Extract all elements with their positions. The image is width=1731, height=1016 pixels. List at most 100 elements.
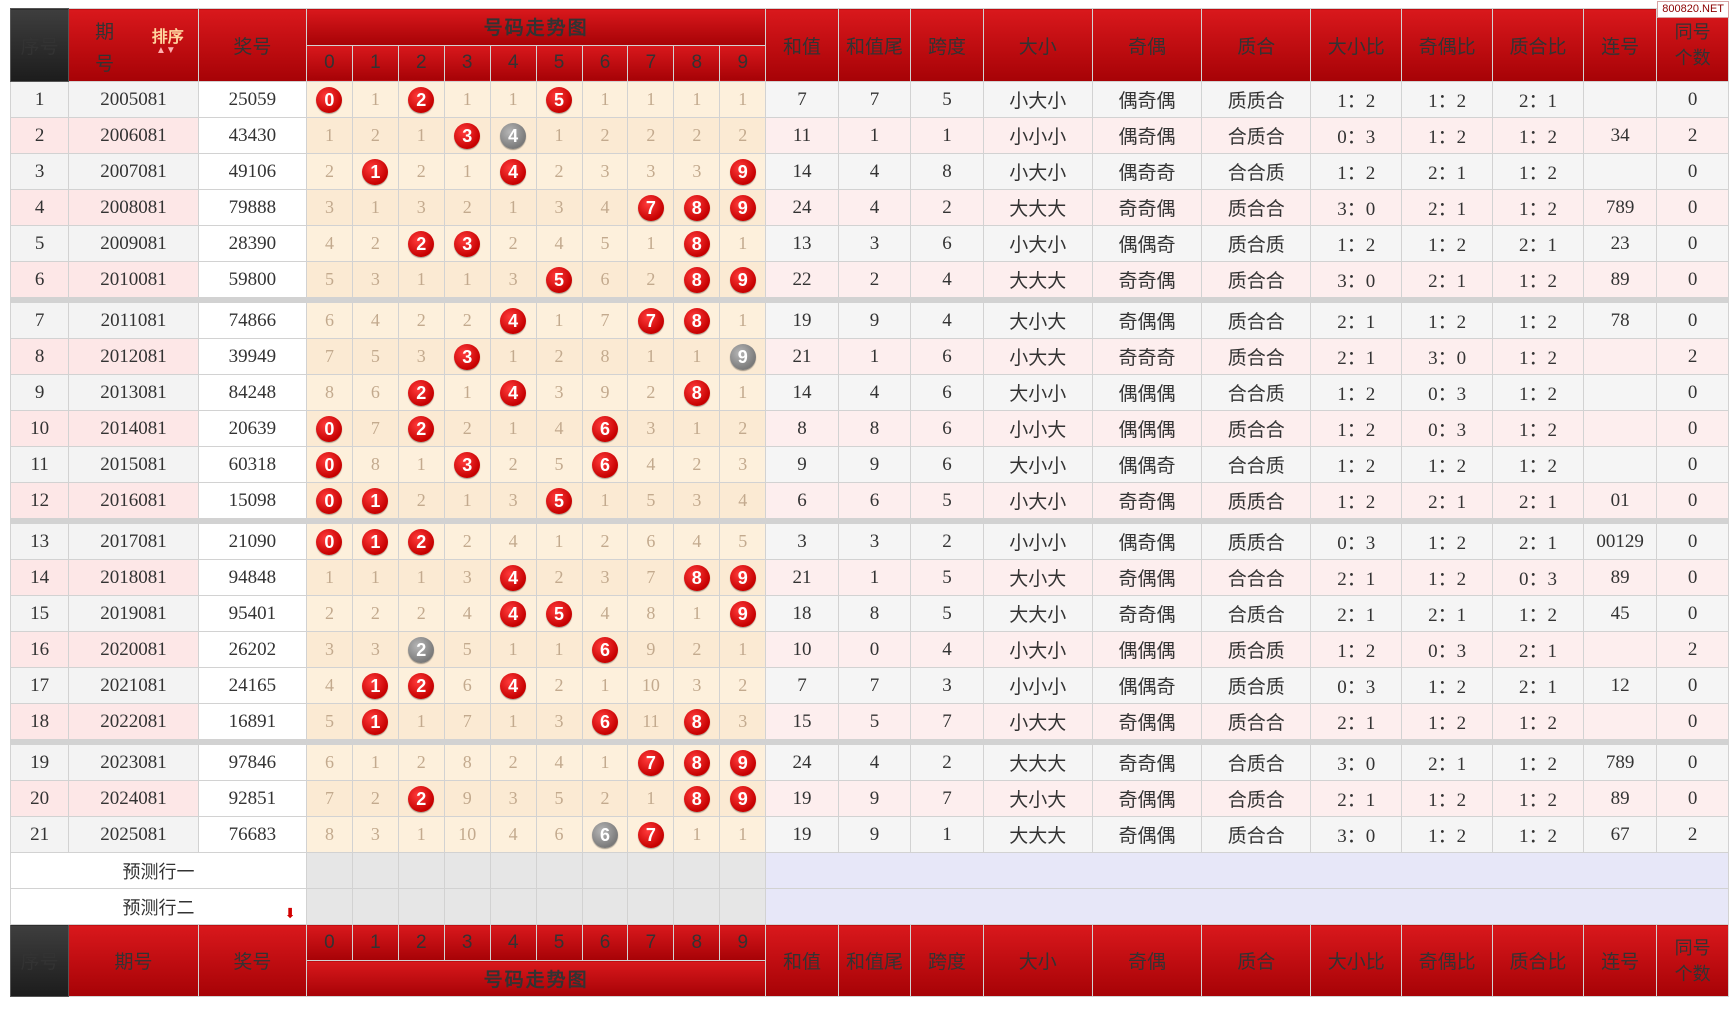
hit-ball: 7 bbox=[637, 307, 664, 334]
down-arrow-icon[interactable]: ⬇ bbox=[284, 907, 296, 922]
hit-ball: 7 bbox=[637, 194, 664, 221]
trend-cell-1: 1 bbox=[351, 518, 399, 560]
trend-cell-2: 2 bbox=[397, 667, 445, 704]
hit-ball: 0 bbox=[316, 487, 343, 514]
row-prize: 25059 bbox=[197, 81, 307, 118]
trend-cell-1: 3 bbox=[351, 261, 399, 301]
sort-link[interactable]: 排序 bbox=[151, 29, 184, 46]
prediction-cell-7[interactable] bbox=[627, 852, 675, 889]
trend-cell-0: 3 bbox=[305, 631, 353, 668]
prediction-cell-2[interactable] bbox=[397, 888, 445, 925]
row-seq: 4 bbox=[9, 189, 70, 226]
row-seq: 17 bbox=[9, 667, 70, 704]
row-seq: 7 bbox=[9, 297, 70, 339]
trend-cell-0: 8 bbox=[305, 816, 353, 853]
row-pc-ratio: 1：2 bbox=[1492, 410, 1584, 447]
trend-cell-6: 1 bbox=[581, 482, 629, 522]
row-prize: 84248 bbox=[197, 374, 307, 411]
row-bigsmall: 大小大 bbox=[982, 559, 1093, 596]
trend-cell-5: 4 bbox=[535, 739, 583, 781]
row-bs-ratio: 3：0 bbox=[1310, 739, 1403, 781]
prediction-cell-8[interactable] bbox=[673, 852, 721, 889]
trend-cell-9: 2 bbox=[719, 410, 767, 447]
row-bs-ratio: 1：2 bbox=[1310, 153, 1403, 190]
row-bs-ratio: 0：3 bbox=[1310, 117, 1403, 154]
table-footer: 序号 期号 奖号 0 1 2 3 4 5 6 7 8 9 和值 和值尾 跨度 大小 奇偶 质合 大小比 奇偶比 质合… bbox=[9, 924, 1729, 997]
prediction-cell-5[interactable] bbox=[535, 852, 583, 889]
prediction-cell-6[interactable] bbox=[581, 888, 629, 925]
row-issue: 2013081 bbox=[68, 374, 199, 411]
trend-cell-4: 4 bbox=[489, 117, 537, 154]
row-issue: 2006081 bbox=[68, 117, 199, 154]
row-sum-tail: 1 bbox=[837, 338, 912, 375]
prediction-cell-9[interactable] bbox=[719, 888, 767, 925]
footer-bs-ratio: 大小比 bbox=[1310, 924, 1403, 997]
footer-digit-7: 7 bbox=[627, 924, 675, 961]
prediction-cell-2[interactable] bbox=[397, 852, 445, 889]
footer-bigsmall: 大小 bbox=[982, 924, 1093, 997]
trend-cell-2: 1 bbox=[397, 117, 445, 154]
row-issue: 2005081 bbox=[68, 81, 199, 118]
table-row: 5 2009081 28390 4 2 2 3 2 4 5 1 8 1 13 3 6 小大小 偶偶奇 质合质 1：2 1… bbox=[9, 225, 1729, 262]
hit-ball: 8 bbox=[683, 230, 710, 257]
trend-cell-1: 6 bbox=[351, 374, 399, 411]
hit-ball: 9 bbox=[729, 749, 756, 776]
row-sum-tail: 6 bbox=[837, 482, 912, 522]
hit-ball: 5 bbox=[546, 266, 573, 293]
row-bs-ratio: 2：1 bbox=[1310, 703, 1403, 743]
prediction-cell-7[interactable] bbox=[627, 888, 675, 925]
row-pc-ratio: 1：2 bbox=[1492, 338, 1584, 375]
hit-ball: 8 bbox=[683, 379, 710, 406]
row-oe-ratio: 1：2 bbox=[1401, 559, 1494, 596]
row-sum: 6 bbox=[765, 482, 839, 522]
prediction-cell-3[interactable] bbox=[443, 852, 491, 889]
row-consecutive: 78 bbox=[1582, 297, 1658, 339]
row-oe-ratio: 0：3 bbox=[1401, 631, 1494, 668]
prediction-cell-9[interactable] bbox=[719, 852, 767, 889]
row-same: 0 bbox=[1656, 374, 1729, 411]
row-sum: 19 bbox=[765, 297, 839, 339]
trend-cell-2: 2 bbox=[397, 518, 445, 560]
prediction-cell-6[interactable] bbox=[581, 852, 629, 889]
prediction-cell-4[interactable] bbox=[489, 852, 537, 889]
trend-cell-5: 5 bbox=[535, 595, 583, 632]
prediction-cell-3[interactable] bbox=[443, 888, 491, 925]
trend-cell-4: 2 bbox=[489, 225, 537, 262]
prediction-label-one: 预测行一 bbox=[10, 852, 307, 889]
trend-cell-5: 2 bbox=[535, 338, 583, 375]
trend-cell-4: 2 bbox=[489, 739, 537, 781]
row-sum: 14 bbox=[765, 153, 839, 190]
row-bigsmall: 小大大 bbox=[982, 338, 1093, 375]
row-primecomp: 质合质 bbox=[1201, 631, 1312, 668]
trend-cell-5: 1 bbox=[535, 518, 583, 560]
row-bs-ratio: 1：2 bbox=[1310, 225, 1403, 262]
row-bigsmall: 小小小 bbox=[982, 518, 1093, 560]
prediction-cell-8[interactable] bbox=[673, 888, 721, 925]
prediction-cell-4[interactable] bbox=[489, 888, 537, 925]
trend-cell-4: 1 bbox=[489, 410, 537, 447]
trend-cell-8: 8 bbox=[673, 559, 721, 596]
trend-cell-7: 9 bbox=[627, 631, 675, 668]
trend-cell-1: 2 bbox=[351, 780, 399, 817]
footer-digit-3: 3 bbox=[443, 924, 491, 961]
trend-cell-2: 2 bbox=[397, 631, 445, 668]
prediction-cell-0[interactable] bbox=[305, 888, 353, 925]
footer-prize: 奖号 bbox=[197, 924, 307, 997]
col-same-header: 同号 个数 bbox=[1656, 8, 1729, 82]
row-oddeven: 奇奇偶 bbox=[1091, 261, 1203, 301]
prediction-cell-5[interactable] bbox=[535, 888, 583, 925]
trend-cell-8: 1 bbox=[673, 338, 721, 375]
row-bs-ratio: 0：3 bbox=[1310, 667, 1403, 704]
trend-cell-9: 4 bbox=[719, 482, 767, 522]
col-sum-tail-header: 和值尾 bbox=[837, 8, 912, 82]
row-pc-ratio: 1：2 bbox=[1492, 117, 1584, 154]
row-pc-ratio: 1：2 bbox=[1492, 703, 1584, 743]
prediction-cell-0[interactable] bbox=[305, 852, 353, 889]
trend-cell-6: 4 bbox=[581, 595, 629, 632]
sort-arrows-icon[interactable]: ▲▼ bbox=[156, 45, 176, 56]
trend-cell-8: 8 bbox=[673, 739, 721, 781]
prediction-cell-1[interactable] bbox=[351, 852, 399, 889]
row-span: 4 bbox=[910, 631, 984, 668]
hit-ball: 1 bbox=[362, 672, 389, 699]
prediction-cell-1[interactable] bbox=[351, 888, 399, 925]
